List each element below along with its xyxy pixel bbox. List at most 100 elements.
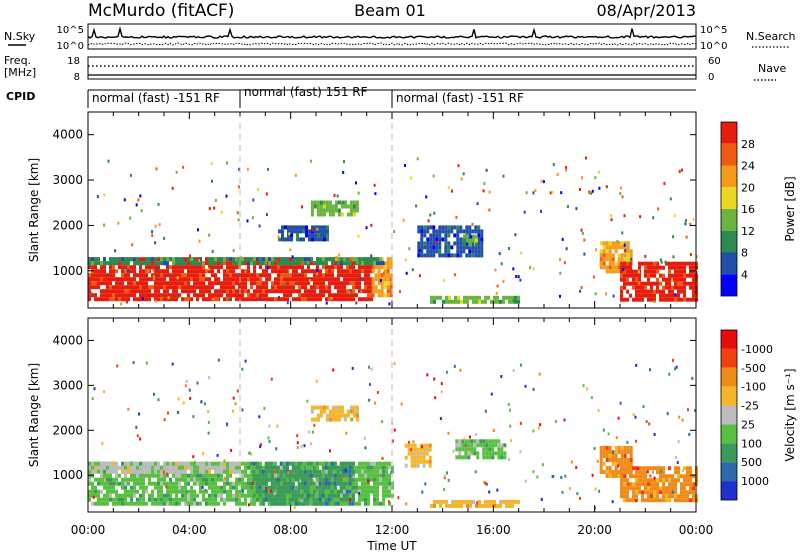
heatmap-cell — [220, 265, 223, 270]
heatmap-cell — [232, 281, 235, 286]
heatmap-cell — [217, 269, 220, 274]
heatmap-cell — [139, 269, 142, 274]
heatmap-cell — [202, 289, 205, 294]
nsearch-trace — [87, 42, 697, 46]
heatmap-cell — [336, 469, 340, 474]
heatmap-cell — [202, 265, 205, 270]
heatmap-cell — [358, 261, 361, 266]
heatmap-cell — [309, 469, 313, 474]
heatmap-cell — [223, 489, 226, 494]
heatmap-cell — [133, 501, 136, 506]
heatmap-cell — [262, 273, 265, 278]
heatmap-cell — [121, 461, 124, 466]
heatmap-cell — [611, 454, 615, 458]
heatmap-cell — [439, 499, 442, 504]
heatmap-cell — [681, 168, 684, 172]
heatmap-cell — [172, 293, 175, 298]
heatmap-cell — [310, 257, 313, 262]
heatmap-cell — [346, 477, 349, 482]
heatmap-cell — [467, 451, 471, 456]
heatmap-cell — [151, 461, 154, 466]
colorbar-swatch — [721, 386, 737, 406]
heatmap-cell — [509, 424, 512, 428]
heatmap-cell — [199, 481, 202, 486]
heatmap-cell — [237, 185, 240, 189]
heatmap-cell — [319, 409, 323, 414]
heatmap-cell — [232, 461, 235, 466]
heatmap-cell — [152, 275, 155, 279]
heatmap-cell — [656, 269, 659, 274]
heatmap-cell — [121, 265, 124, 270]
heatmap-cell — [629, 293, 632, 298]
heatmap-cell — [288, 232, 291, 236]
heatmap-cell — [365, 226, 368, 230]
heatmap-cell — [322, 208, 326, 213]
heatmap-cell — [352, 257, 355, 262]
heatmap-cell — [692, 289, 695, 294]
heatmap-cell — [166, 265, 169, 270]
heatmap-cell — [331, 485, 334, 490]
heatmap-cell — [438, 241, 442, 246]
heatmap-cell — [629, 458, 633, 462]
heatmap-cell — [635, 363, 638, 367]
heatmap-cell — [226, 265, 229, 270]
heatmap-cell — [276, 485, 280, 490]
heatmap-cell — [136, 461, 139, 466]
heatmap-cell — [223, 481, 226, 486]
heatmap-cell — [324, 497, 328, 502]
heatmap-cell — [207, 431, 210, 435]
heatmap-cell — [632, 297, 635, 302]
heatmap-cell — [471, 234, 475, 239]
heatmap-cell — [313, 273, 316, 278]
colorbar-swatch — [721, 165, 737, 188]
heatmap-cell — [367, 493, 370, 498]
heatmap-cell — [680, 289, 683, 294]
heatmap-cell — [608, 269, 612, 274]
heatmap-cell — [623, 498, 626, 503]
heatmap-cell — [650, 265, 653, 270]
heatmap-cell — [674, 490, 677, 495]
heatmap-cell — [280, 481, 283, 486]
heatmap-cell — [109, 277, 112, 282]
heatmap-cell — [127, 293, 130, 298]
heatmap-cell — [368, 365, 371, 369]
heatmap-cell — [334, 204, 338, 209]
heatmap-cell — [235, 465, 238, 470]
heatmap-cell — [166, 497, 169, 502]
heatmap-cell — [297, 489, 301, 494]
heatmap-cell — [238, 489, 241, 494]
heatmap-cell — [214, 481, 217, 486]
heatmap-cell — [328, 417, 332, 422]
heatmap-cell — [200, 400, 203, 404]
heatmap-cell — [279, 473, 283, 478]
heatmap-cell — [115, 497, 118, 502]
heatmap-cell — [97, 277, 100, 282]
heatmap-cell — [136, 473, 139, 478]
heatmap-cell — [617, 446, 621, 450]
heatmap-cell — [175, 257, 178, 262]
heatmap-cell — [439, 417, 442, 421]
heatmap-cell — [694, 409, 696, 412]
heatmap-cell — [288, 501, 292, 506]
heatmap-cell — [194, 460, 196, 464]
heatmap-cell — [653, 289, 656, 294]
heatmap-cell — [322, 409, 326, 414]
heatmap-cell — [343, 297, 346, 302]
heatmap-cell — [599, 458, 603, 462]
heatmap-cell — [100, 261, 103, 266]
heatmap-cell — [602, 245, 606, 250]
heatmap-cell — [304, 289, 307, 294]
heatmap-cell — [226, 477, 229, 482]
heatmap-cell — [100, 289, 103, 294]
heatmap-cell — [498, 252, 501, 256]
heatmap-cell — [621, 195, 624, 199]
heatmap-cell — [193, 285, 196, 290]
heatmap-cell — [94, 257, 97, 262]
heatmap-cell — [450, 225, 454, 230]
heatmap-cell — [310, 208, 314, 213]
heatmap-cell — [474, 238, 478, 243]
heatmap-cell — [166, 263, 169, 267]
heatmap-cell — [241, 477, 244, 482]
heatmap-cell — [344, 468, 347, 472]
heatmap-cell — [205, 297, 208, 302]
